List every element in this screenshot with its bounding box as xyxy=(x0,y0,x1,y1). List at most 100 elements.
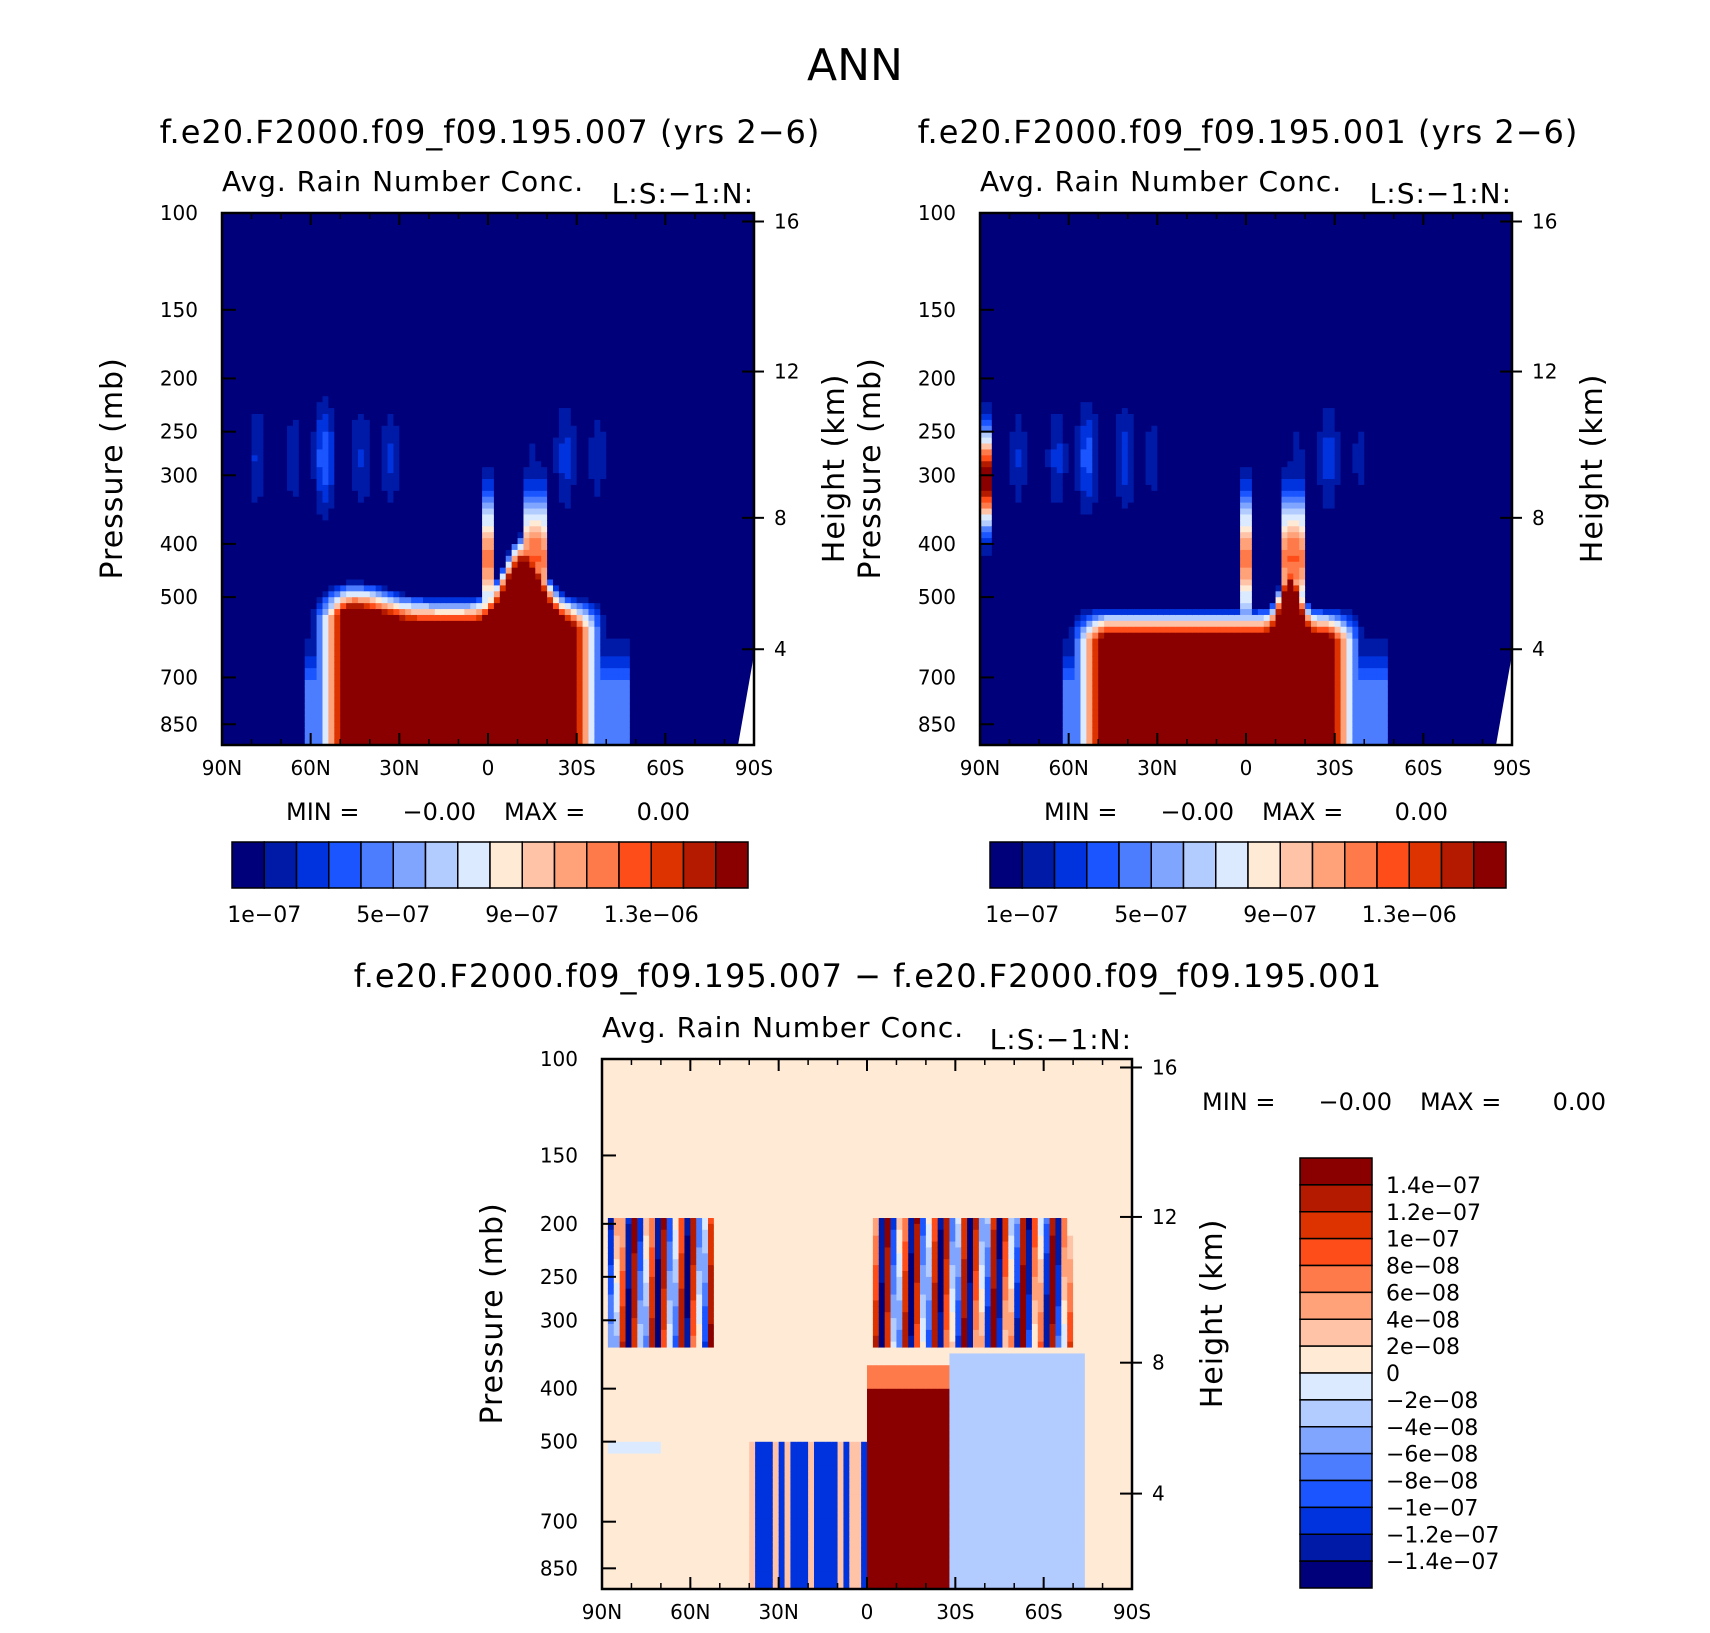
heatmap-cell xyxy=(352,532,359,539)
heatmap-cell xyxy=(393,668,400,675)
heatmap-cell xyxy=(340,585,347,592)
heatmap-cell xyxy=(352,396,359,403)
heatmap-cell xyxy=(376,473,383,480)
heatmap-cell xyxy=(482,579,489,586)
heatmap-cell xyxy=(393,373,400,380)
heatmap-cell xyxy=(275,313,282,320)
heatmap-cell xyxy=(317,278,324,285)
heatmap-cell xyxy=(441,373,448,380)
heatmap-cell xyxy=(322,715,329,722)
heatmap-cell xyxy=(500,414,507,421)
heatmap-cell xyxy=(246,296,253,303)
heatmap-cell xyxy=(506,373,513,380)
heatmap-cell xyxy=(364,237,371,244)
heatmap-cell xyxy=(334,373,341,380)
heatmap-cell xyxy=(482,491,489,498)
heatmap-cell xyxy=(252,331,259,338)
heatmap-cell xyxy=(458,426,465,433)
heatmap-cell xyxy=(399,514,406,521)
heatmap-cell xyxy=(257,662,264,669)
heatmap-cell xyxy=(299,615,306,622)
heatmap-cell xyxy=(269,219,276,226)
heatmap-cell xyxy=(382,509,389,516)
heatmap-cell xyxy=(346,231,353,238)
heatmap-cell xyxy=(252,467,259,474)
heatmap-cell xyxy=(423,520,430,527)
heatmap-cell xyxy=(311,290,318,297)
heatmap-cell xyxy=(287,704,294,711)
heatmap-cell xyxy=(423,645,430,652)
heatmap-cell xyxy=(352,727,359,734)
heatmap-cell xyxy=(447,627,454,634)
heatmap-cell xyxy=(346,219,353,226)
heatmap-cell xyxy=(322,621,329,628)
heatmap-cell xyxy=(470,373,477,380)
heatmap-cell xyxy=(352,721,359,728)
heatmap-cell xyxy=(488,686,495,693)
heatmap-cell xyxy=(417,621,424,628)
heatmap-cell xyxy=(482,715,489,722)
heatmap-cell xyxy=(376,367,383,374)
heatmap-cell xyxy=(228,585,235,592)
heatmap-cell xyxy=(512,585,519,592)
heatmap-cell xyxy=(322,444,329,451)
heatmap-cell xyxy=(281,414,288,421)
heatmap-cell xyxy=(299,455,306,462)
heatmap-cell xyxy=(523,710,530,717)
heatmap-cell xyxy=(370,639,377,646)
heatmap-cell xyxy=(470,491,477,498)
heatmap-cell xyxy=(535,562,542,569)
heatmap-cell xyxy=(470,520,477,527)
heatmap-cell xyxy=(388,662,395,669)
heatmap-cell xyxy=(417,266,424,273)
heatmap-cell xyxy=(305,568,312,575)
heatmap-cell xyxy=(476,686,483,693)
heatmap-cell xyxy=(470,225,477,232)
heatmap-cell xyxy=(263,574,270,581)
heatmap-cell xyxy=(228,715,235,722)
heatmap-cell xyxy=(358,432,365,439)
heatmap-cell xyxy=(346,715,353,722)
heatmap-cell xyxy=(275,444,282,451)
heatmap-cell xyxy=(518,485,525,492)
heatmap-cell xyxy=(346,237,353,244)
heatmap-cell xyxy=(435,426,442,433)
heatmap-cell xyxy=(287,296,294,303)
heatmap-cell xyxy=(482,633,489,640)
heatmap-cell xyxy=(287,361,294,368)
heatmap-cell xyxy=(275,509,282,516)
heatmap-cell xyxy=(246,331,253,338)
heatmap-cell xyxy=(376,656,383,663)
heatmap-cell xyxy=(299,379,306,386)
heatmap-cell xyxy=(547,308,554,315)
heatmap-cell xyxy=(393,603,400,610)
heatmap-cell xyxy=(293,337,300,344)
heatmap-cell xyxy=(240,621,247,628)
heatmap-cell xyxy=(346,509,353,516)
heatmap-cell xyxy=(453,621,460,628)
heatmap-cell xyxy=(429,438,436,445)
heatmap-cell xyxy=(535,704,542,711)
heatmap-cell xyxy=(228,467,235,474)
heatmap-cell xyxy=(512,455,519,462)
heatmap-cell xyxy=(382,585,389,592)
heatmap-cell xyxy=(447,686,454,693)
heatmap-cell xyxy=(334,278,341,285)
heatmap-cell xyxy=(240,219,247,226)
heatmap-cell xyxy=(411,503,418,510)
heatmap-cell xyxy=(269,680,276,687)
heatmap-cell xyxy=(423,379,430,386)
heatmap-cell xyxy=(500,343,507,350)
heatmap-cell xyxy=(523,414,530,421)
heatmap-cell xyxy=(281,390,288,397)
heatmap-cell xyxy=(305,225,312,232)
heatmap-cell xyxy=(322,639,329,646)
heatmap-cell xyxy=(293,349,300,356)
heatmap-cell xyxy=(382,278,389,285)
heatmap-cell xyxy=(393,532,400,539)
heatmap-cell xyxy=(405,390,412,397)
heatmap-cell xyxy=(405,627,412,634)
heatmap-cell xyxy=(352,473,359,480)
heatmap-cell xyxy=(417,225,424,232)
heatmap-cell xyxy=(269,254,276,261)
